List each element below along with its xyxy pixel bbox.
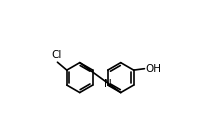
Text: OH: OH xyxy=(145,64,161,74)
Text: N: N xyxy=(104,79,112,89)
Text: Cl: Cl xyxy=(52,50,62,60)
